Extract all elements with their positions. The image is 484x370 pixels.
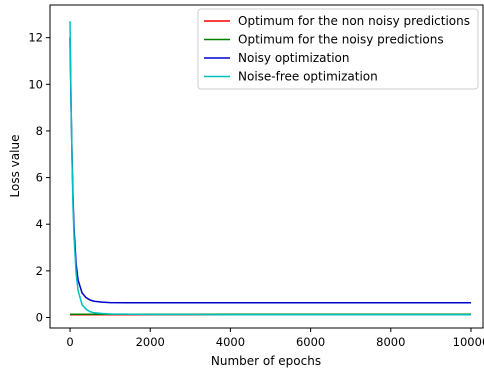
legend-entry: Optimum for the non noisy predictions xyxy=(238,14,470,28)
legend-entry: Noise-free optimization xyxy=(238,70,378,84)
legend-box xyxy=(197,8,479,90)
legend-entry: Noisy optimization xyxy=(238,51,349,65)
legend: Optimum for the non noisy predictions Opt… xyxy=(197,8,479,90)
legend-entry: Optimum for the noisy predictions xyxy=(238,33,444,47)
x-tick-label: 8000 xyxy=(376,335,405,349)
y-tick-label: 10 xyxy=(28,77,43,91)
x-tick-label: 0 xyxy=(66,335,73,349)
x-axis-label: Number of epochs xyxy=(211,354,321,368)
y-tick-label: 12 xyxy=(28,31,43,45)
y-tick-label: 6 xyxy=(36,171,43,185)
y-tick-label: 8 xyxy=(36,124,43,138)
y-tick-label: 4 xyxy=(36,217,43,231)
series-layer xyxy=(69,21,471,316)
series-line-4 xyxy=(69,21,471,316)
y-tick-label: 0 xyxy=(36,311,43,325)
x-tick-label: 6000 xyxy=(296,335,325,349)
x-tick-label: 4000 xyxy=(216,335,245,349)
y-tick-label: 2 xyxy=(36,264,43,278)
x-tick-label: 2000 xyxy=(136,335,165,349)
y-axis-label: Loss value xyxy=(8,135,22,198)
